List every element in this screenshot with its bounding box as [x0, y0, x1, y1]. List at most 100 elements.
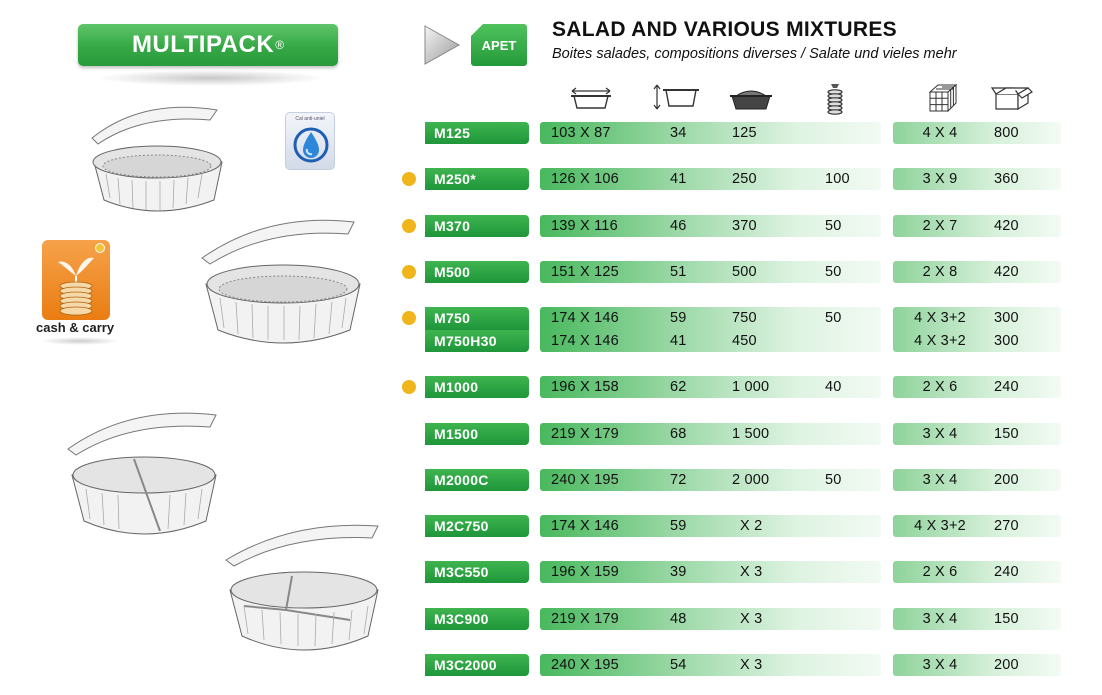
- height-cell: 51: [670, 264, 687, 280]
- product-code: M1000: [425, 376, 529, 398]
- product-code: M2000C: [425, 469, 529, 491]
- dimensions-cell: 196 X 159: [551, 564, 619, 580]
- capacity-cell: 2 000: [732, 472, 770, 488]
- brand-badge: MULTIPACK ®: [78, 24, 338, 66]
- pack-cell: 2 X 8: [922, 264, 958, 280]
- height-cell: 41: [670, 333, 687, 349]
- spec-band: [540, 423, 881, 445]
- product-row: M500 151 X 125 51 500 50 2 X 8 420: [0, 261, 1102, 283]
- quantity-cell: 270: [994, 518, 1019, 534]
- height-icon: [653, 84, 699, 110]
- brand-shadow: [96, 70, 326, 86]
- cash-carry-shadow: [40, 337, 120, 345]
- capacity-icon: [730, 90, 772, 110]
- pack-cell: 3 X 9: [922, 171, 958, 187]
- recycle-label: Cal anti-uniel: [295, 116, 325, 122]
- height-cell: 62: [670, 379, 687, 395]
- width-length-icon: [571, 87, 611, 109]
- pack-cell: 3 X 4: [922, 611, 958, 627]
- cash-carry-dot: [95, 243, 105, 253]
- product-row: M1000 196 X 158 62 1 000 40 2 X 6 240: [0, 376, 1102, 398]
- product-row: M750 174 X 146 59 750 50 4 X 3+2 300: [0, 307, 1102, 330]
- salad-bowl-small-image: [91, 106, 223, 212]
- recycle-badge: Cal anti-uniel: [285, 112, 335, 170]
- stack-count-icon: [827, 84, 843, 115]
- product-row: M3C550 196 X 159 39 X 3 2 X 6 240: [0, 561, 1102, 583]
- product-code: M3C900: [425, 608, 529, 630]
- height-cell: 48: [670, 611, 687, 627]
- quantity-cell: 240: [994, 379, 1019, 395]
- dimensions-cell: 139 X 116: [551, 218, 618, 234]
- capacity-cell: 450: [732, 333, 757, 349]
- pack-band: [893, 261, 1061, 283]
- quantity-cell: 200: [994, 472, 1019, 488]
- dimensions-cell: 126 X 106: [551, 171, 619, 187]
- spec-band: [540, 168, 881, 190]
- spec-band: [540, 215, 881, 237]
- pack-cell: 2 X 6: [922, 379, 958, 395]
- compartment-cell: X 3: [740, 657, 763, 673]
- pack-band: [893, 330, 1061, 352]
- pack-band: [893, 469, 1061, 491]
- availability-dot: [402, 380, 416, 394]
- page-subtitle: Boites salades, compositions diverses / …: [552, 46, 957, 62]
- height-cell: 34: [670, 125, 687, 141]
- product-row: M3C2000 240 X 195 54 X 3 3 X 4 200: [0, 654, 1102, 676]
- quantity-cell: 200: [994, 657, 1019, 673]
- spec-band: [540, 261, 881, 283]
- pack-band: [893, 654, 1061, 676]
- product-code: M750H30: [425, 330, 529, 352]
- count-cell: 100: [825, 171, 850, 187]
- product-code: M125: [425, 122, 529, 144]
- pack-band: [893, 122, 1061, 144]
- height-cell: 59: [670, 310, 687, 326]
- pack-cell: 2 X 6: [922, 564, 958, 580]
- salad-bowl-three-compartment-image: [225, 524, 379, 651]
- product-row: M250* 126 X 106 41 250 100 3 X 9 360: [0, 168, 1102, 190]
- compartment-cell: X 2: [740, 518, 763, 534]
- material-tag: APET: [471, 24, 527, 66]
- product-row: M750H30 174 X 146 41 450 4 X 3+2 300: [0, 330, 1102, 352]
- availability-dot: [402, 265, 416, 279]
- capacity-cell: 125: [732, 125, 757, 141]
- product-row: M2C750 174 X 146 59 X 2 4 X 3+2 270: [0, 515, 1102, 537]
- height-cell: 68: [670, 426, 687, 442]
- page-title: SALAD AND VARIOUS MIXTURES: [552, 18, 897, 41]
- dimensions-cell: 103 X 87: [551, 125, 611, 141]
- pack-cell: 2 X 7: [922, 218, 958, 234]
- dimensions-cell: 196 X 158: [551, 379, 619, 395]
- capacity-cell: 250: [732, 171, 757, 187]
- product-code: M250*: [425, 168, 529, 190]
- spec-band: [540, 561, 881, 583]
- quantity-cell: 300: [994, 310, 1019, 326]
- salad-bowl-two-compartment-image: [67, 412, 217, 535]
- pack-band: [893, 515, 1061, 537]
- spec-band: [540, 330, 881, 352]
- dimensions-cell: 219 X 179: [551, 426, 619, 442]
- quantity-cell: 420: [994, 264, 1019, 280]
- product-code: M2C750: [425, 515, 529, 537]
- dimensions-cell: 240 X 195: [551, 657, 619, 673]
- spec-band: [540, 122, 881, 144]
- dimensions-cell: 151 X 125: [551, 264, 619, 280]
- product-code: M750: [425, 307, 529, 330]
- height-cell: 72: [670, 472, 687, 488]
- product-row: M370 139 X 116 46 370 50 2 X 7 420: [0, 215, 1102, 237]
- capacity-cell: 1 500: [732, 426, 770, 442]
- spec-band: [540, 608, 881, 630]
- pack-cell: 4 X 4: [922, 125, 958, 141]
- cash-carry-badge: [42, 240, 110, 320]
- pack-band: [893, 376, 1061, 398]
- pack-band: [893, 307, 1061, 330]
- spec-band: [540, 654, 881, 676]
- product-code: M3C550: [425, 561, 529, 583]
- quantity-cell: 150: [994, 611, 1019, 627]
- pack-cell: 3 X 4: [922, 426, 958, 442]
- availability-dot: [402, 219, 416, 233]
- product-row: M125 103 X 87 34 125 4 X 4 800: [0, 122, 1102, 144]
- spec-band: [540, 515, 881, 537]
- plant-stack-icon: [58, 257, 94, 316]
- salad-bowl-medium-image: [201, 219, 361, 344]
- capacity-cell: 370: [732, 218, 757, 234]
- dimensions-cell: 174 X 146: [551, 310, 619, 326]
